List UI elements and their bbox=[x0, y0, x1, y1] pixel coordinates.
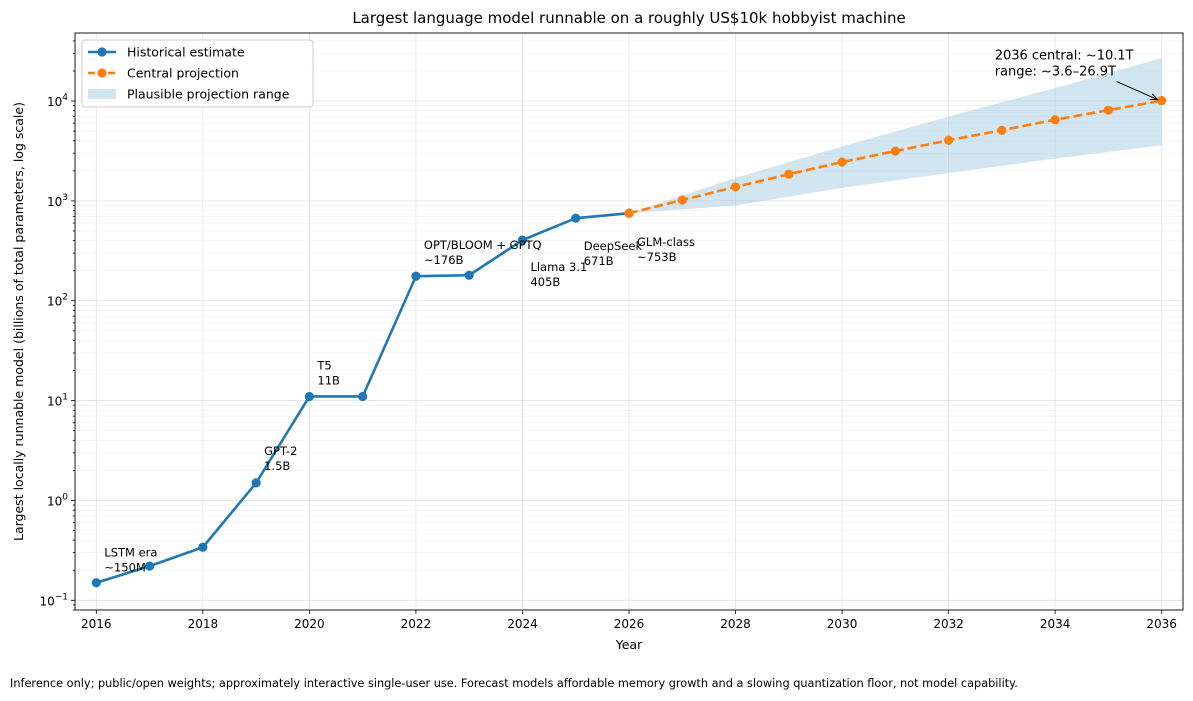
series-points bbox=[91, 95, 1167, 588]
series-point-0 bbox=[144, 561, 155, 571]
annotation-arrow-head bbox=[1149, 93, 1159, 101]
point-annotation: GPT-2 1.5B bbox=[264, 444, 297, 473]
legend-marker bbox=[97, 68, 107, 78]
annotation-arrow-line bbox=[1116, 81, 1158, 101]
series-point-0 bbox=[251, 478, 261, 488]
x-tick-label: 2016 bbox=[81, 617, 112, 631]
axes: 2016 2018 2020 2022 2024 2026 2028 2030 2032 2034… bbox=[39, 40, 1177, 631]
series-point-0 bbox=[517, 235, 528, 245]
series-point-1 bbox=[784, 169, 794, 179]
point-annotation: DeepSeek 671B bbox=[584, 239, 643, 268]
series-point-1 bbox=[1050, 115, 1060, 125]
series-point-0 bbox=[464, 270, 474, 280]
x-tick-label: 2030 bbox=[827, 617, 858, 631]
y-tick-label: 101 bbox=[47, 393, 68, 409]
projection-band bbox=[629, 58, 1162, 214]
series-point-0 bbox=[304, 391, 314, 402]
x-tick-label: 2022 bbox=[401, 617, 432, 631]
legend-label: Historical estimate bbox=[127, 45, 245, 60]
legend-label: Plausible projection range bbox=[127, 87, 290, 102]
series-point-1 bbox=[890, 146, 900, 156]
x-tick-label: 2026 bbox=[614, 617, 645, 631]
series-point-1 bbox=[997, 125, 1007, 135]
y-tick-label: 103 bbox=[47, 193, 68, 209]
y-tick-label: 100 bbox=[47, 492, 68, 508]
series-point-0 bbox=[91, 578, 101, 588]
series-point-0 bbox=[571, 213, 581, 223]
x-tick-label: 2034 bbox=[1040, 617, 1071, 631]
x-axis-label: Year bbox=[615, 637, 643, 652]
x-tick-label: 2020 bbox=[294, 617, 325, 631]
y-tick-label: 102 bbox=[47, 293, 68, 309]
x-tick-label: 2032 bbox=[933, 617, 964, 631]
footnote: Inference only; public/open weights; app… bbox=[10, 677, 1018, 690]
arrow-annotation: 2036 central: ~10.1T range: ~3.6–26.9T bbox=[995, 49, 1134, 80]
point-annotation: OPT/BLOOM + GPTQ ~176B bbox=[424, 238, 542, 267]
series-point-0 bbox=[198, 542, 208, 552]
point-annotation: LSTM era ~150M bbox=[104, 546, 157, 575]
x-tick-label: 2028 bbox=[720, 617, 751, 631]
legend-label: Central projection bbox=[127, 66, 239, 81]
series-point-1 bbox=[944, 135, 954, 145]
y-axis-label: Largest locally runnable model (billions… bbox=[11, 102, 26, 541]
y-tick-label: 10−1 bbox=[39, 592, 68, 608]
legend-band-swatch bbox=[88, 89, 116, 99]
point-annotation: Llama 3.1 405B bbox=[530, 260, 587, 289]
series-point-0 bbox=[358, 391, 368, 402]
series-point-1 bbox=[624, 208, 634, 218]
series-point-0 bbox=[411, 271, 421, 281]
x-tick-label: 2024 bbox=[507, 617, 538, 631]
series-point-1 bbox=[677, 195, 687, 205]
point-annotation: T5 11B bbox=[316, 358, 340, 387]
legend-marker bbox=[97, 47, 107, 57]
annotations: LSTM era ~150M GPT-2 1.5B T5 11B OPT/BLOOM + G… bbox=[104, 49, 1159, 575]
series-point-1 bbox=[837, 157, 847, 167]
legend: Historical estimate Central projection Pla… bbox=[81, 39, 314, 108]
projection-range-band bbox=[629, 58, 1162, 214]
series-point-1 bbox=[1157, 95, 1167, 106]
point-annotation: GLM-class ~753B bbox=[637, 235, 695, 264]
x-tick-label: 2036 bbox=[1146, 617, 1177, 631]
x-tick-label: 2018 bbox=[188, 617, 219, 631]
y-tick-label: 104 bbox=[47, 93, 68, 109]
series-point-1 bbox=[730, 182, 741, 192]
legend-box bbox=[81, 39, 314, 108]
chart-title: Largest language model runnable on a rou… bbox=[352, 9, 905, 27]
series-point-1 bbox=[1103, 105, 1114, 115]
